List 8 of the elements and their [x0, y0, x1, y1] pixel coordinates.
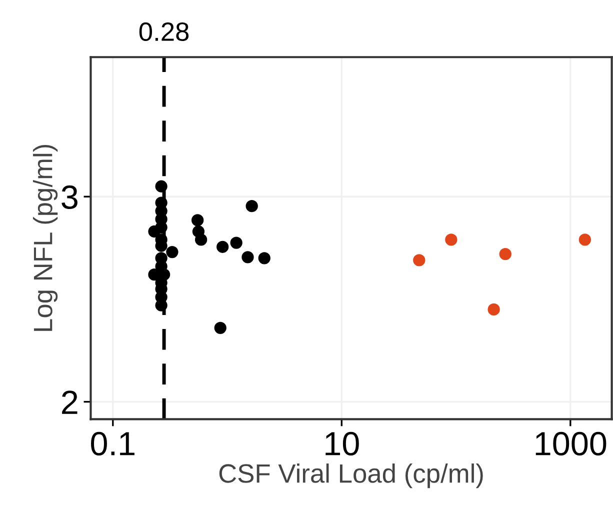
y-tick-label: 3 [62, 185, 78, 210]
y-tick-label: 2 [62, 390, 78, 414]
x-axis-title: CSF Viral Load (cp/ml) [219, 463, 483, 488]
ref-line-label: 0.28 [139, 22, 189, 42]
x-tick-label: 1000 [536, 432, 606, 456]
x-tick-label: 0.1 [91, 432, 134, 456]
y-axis-title: Log NFL (pg/ml) [33, 144, 58, 331]
x-tick-label: 10 [326, 432, 359, 456]
